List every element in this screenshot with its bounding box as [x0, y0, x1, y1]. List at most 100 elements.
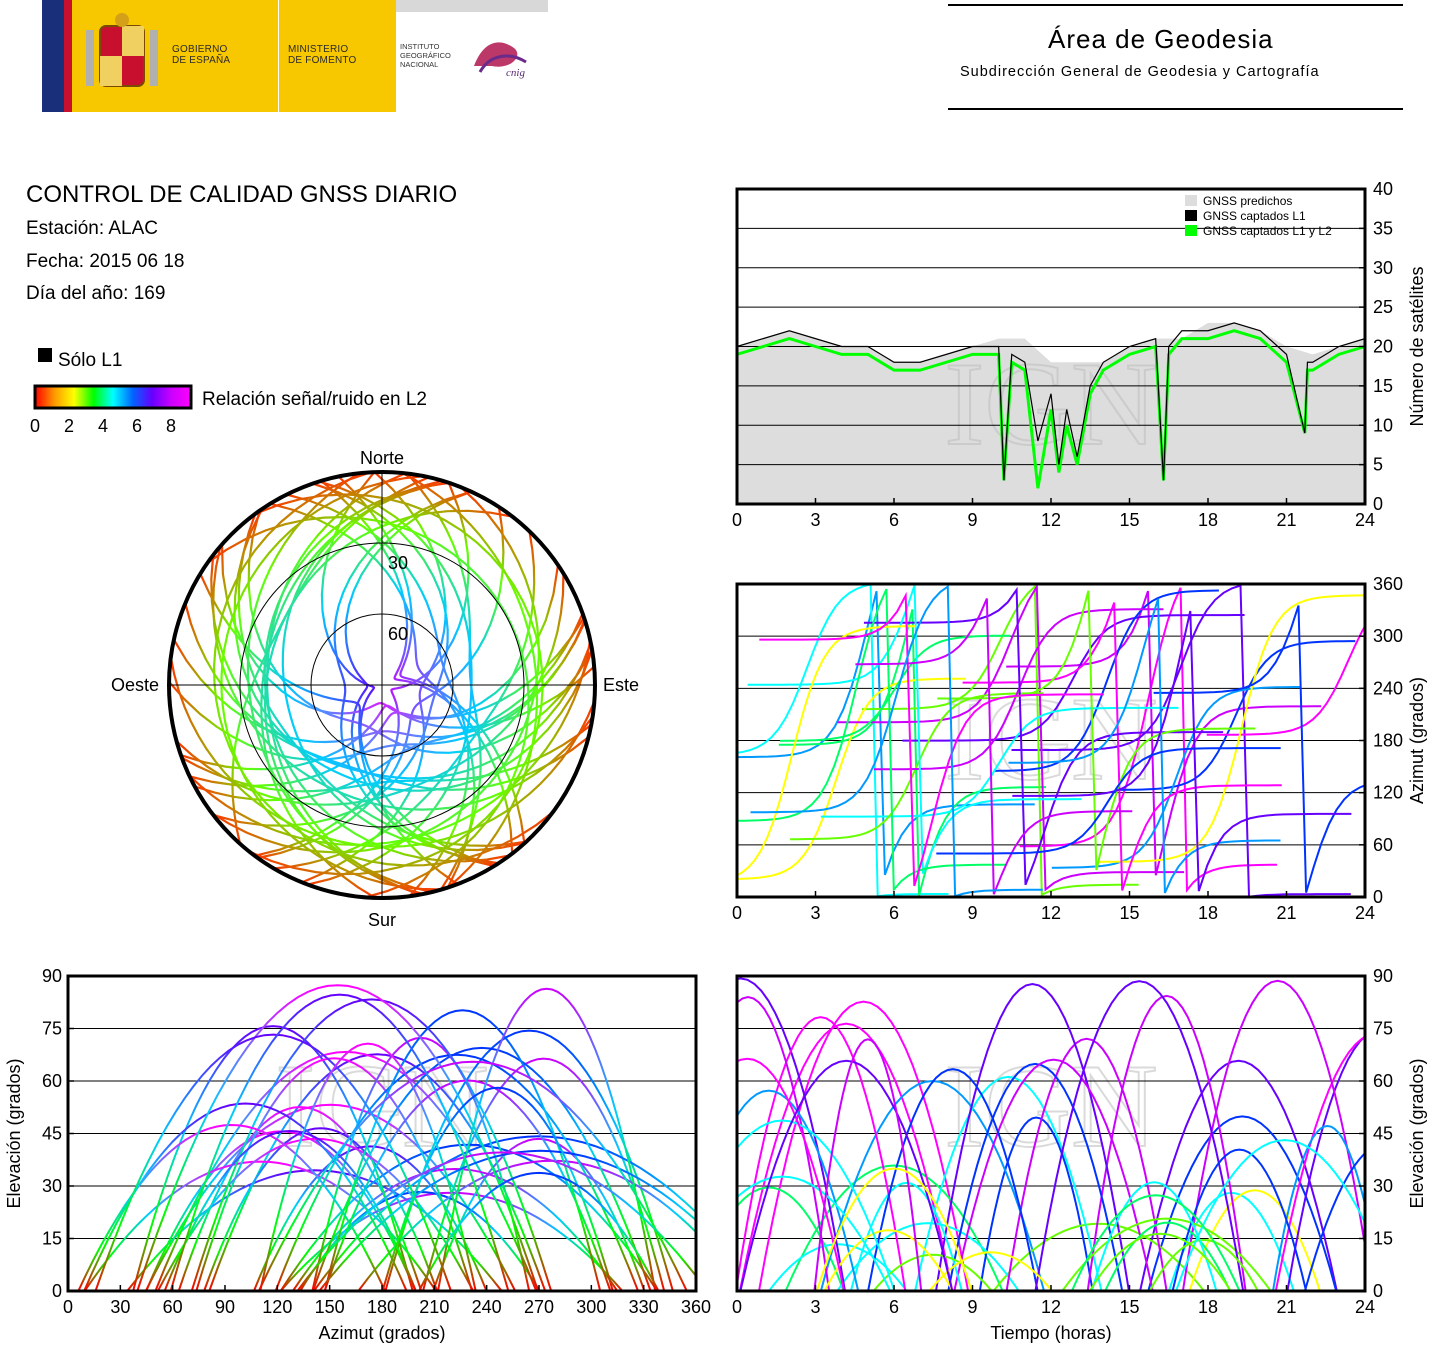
elevation-azimuth-track	[169, 993, 510, 1291]
x-tick-label: 24	[1355, 510, 1375, 530]
elevation-time-track	[1104, 1221, 1231, 1291]
elevation-azimuth-track	[418, 1171, 660, 1291]
azimuth-track	[737, 584, 949, 897]
azimuth-track	[790, 692, 1044, 841]
azimuth-track	[837, 584, 1185, 892]
x-tick-label: 15	[1119, 510, 1139, 530]
x-tick-label: 3	[810, 903, 820, 923]
skyplot-tracks	[169, 472, 595, 898]
elevation-azimuth-track	[437, 987, 657, 1291]
skyplot-track	[206, 515, 530, 898]
skyplot-track	[199, 573, 458, 886]
ign-logo-box	[396, 0, 548, 112]
legend-label: GNSS captados L1 y L2	[1203, 224, 1332, 238]
azimuth-track	[1206, 624, 1365, 736]
y-tick-label: 60	[1373, 1071, 1393, 1091]
elevation-time-track	[849, 1181, 963, 1291]
x-tick-label: 150	[315, 1297, 345, 1317]
area-subtitle: Subdirección General de Geodesia y Carto…	[960, 64, 1320, 80]
azimuth-track	[936, 747, 1281, 855]
elevation-time-track	[1149, 1238, 1259, 1291]
x-tick-label: 15	[1119, 903, 1139, 923]
azimuth-track	[1051, 686, 1301, 869]
elevation-azimuth-track	[163, 1129, 417, 1291]
ministry-line-2: DE FOMENTO	[288, 55, 357, 66]
skyplot-track	[263, 481, 510, 863]
x-tick-label: 0	[63, 1297, 73, 1317]
legend-swatch	[1185, 210, 1197, 221]
ign-line-2: GEOGRÁFICO	[400, 51, 451, 60]
snr-tick-labels: 0 2 4 6 8	[30, 416, 176, 436]
snr-tick-label: 6	[132, 416, 142, 436]
x-tick-label: 6	[889, 1297, 899, 1317]
skyplot-track	[269, 502, 476, 889]
elevation-time-track	[1175, 1139, 1365, 1291]
x-axis-label: Azimut (grados)	[318, 1323, 445, 1343]
x-tick-label: 3	[810, 510, 820, 530]
elevation-azimuth-track	[259, 1042, 477, 1291]
ign-top-bar	[396, 0, 548, 12]
y-axis-label: Elevación (grados)	[4, 1058, 24, 1208]
spain-red-stripe	[64, 0, 72, 112]
x-tick-label: 9	[967, 510, 977, 530]
skyplot-track	[281, 479, 526, 852]
azimuth-track	[1019, 587, 1278, 893]
gov-line-2: DE ESPAÑA	[172, 55, 231, 66]
station-label: Estación: ALAC	[26, 218, 159, 239]
elevation-time-track	[1181, 979, 1365, 1291]
elevation-azimuth-track	[77, 1123, 387, 1291]
skyplot-track	[189, 617, 585, 788]
y-tick-label: 30	[1373, 258, 1393, 278]
header-bottom-rule	[948, 108, 1403, 110]
west-label: Oeste	[111, 675, 159, 695]
x-tick-label: 24	[1355, 1297, 1375, 1317]
elevation-time-track	[935, 982, 1130, 1291]
elevation-time-track	[1005, 1037, 1168, 1291]
x-tick-label: 6	[889, 903, 899, 923]
x-tick-label: 9	[967, 1297, 977, 1317]
elevation-time-track	[768, 1243, 908, 1291]
snr-tick-label: 0	[30, 416, 40, 436]
azimuth-track	[1008, 598, 1281, 894]
header-top-rule	[948, 4, 1403, 6]
x-tick-label: 12	[1041, 903, 1061, 923]
azimuth-track	[855, 598, 1133, 895]
l1-only-label: Sólo L1	[58, 350, 122, 371]
legend-swatch	[1185, 195, 1197, 206]
x-tick-label: 3	[810, 1297, 820, 1317]
y-axis-label: Número de satélites	[1407, 266, 1427, 426]
skyplot-track	[188, 639, 592, 846]
skyplot-track	[212, 546, 594, 811]
y-tick-label: 120	[1373, 783, 1403, 803]
elevation-time-track	[1303, 1151, 1365, 1291]
elevation-azimuth-track	[422, 1057, 666, 1291]
x-tick-label: 12	[1041, 1297, 1061, 1317]
date-label: Fecha: 2015 06 18	[26, 251, 185, 272]
elevation-time-track	[738, 1022, 954, 1291]
azimuth-track	[1012, 610, 1352, 892]
coat-of-arms-icon	[86, 13, 158, 87]
y-tick-label: 15	[1373, 1229, 1393, 1249]
skyplot-track	[263, 509, 513, 896]
x-tick-label: 60	[163, 1297, 183, 1317]
elevation-time-track	[737, 977, 846, 1291]
x-tick-label: 330	[629, 1297, 659, 1317]
elevation-time-track	[1171, 1148, 1308, 1291]
ministry-line-1: MINISTERIO	[288, 44, 349, 55]
x-tick-label: 360	[681, 1297, 711, 1317]
elevation-azimuth-track	[318, 1149, 696, 1291]
elevation-time-tracks	[737, 977, 1365, 1291]
elevation-azimuth-track	[83, 1160, 437, 1291]
x-tick-label: 21	[1276, 903, 1296, 923]
elevation-time-track	[737, 995, 831, 1291]
elevation-azimuth-track	[296, 1151, 696, 1291]
azimuth-track	[1011, 584, 1351, 897]
y-tick-label: 75	[1373, 1019, 1393, 1039]
cnig-text: cnig	[506, 67, 525, 79]
skyplot-track	[344, 490, 495, 868]
y-tick-label: 30	[42, 1176, 62, 1196]
cnig-logo-icon: cnig	[474, 42, 527, 79]
elevation-time-track	[813, 1038, 923, 1291]
